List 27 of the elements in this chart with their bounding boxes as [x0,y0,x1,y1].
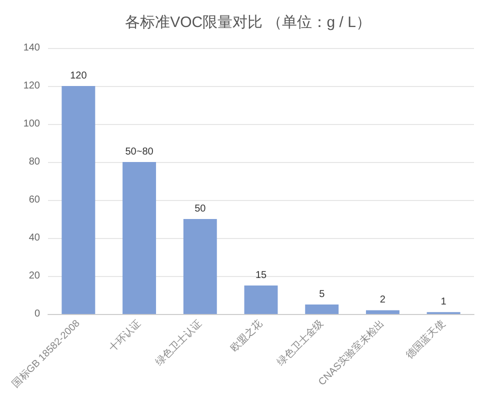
y-tick-label: 60 [28,194,40,206]
y-tick-label: 40 [28,232,40,244]
y-tick-label: 100 [23,118,40,130]
x-tick-label: 十环认证 [106,317,144,354]
chart-title: 各标准VOC限量对比 （单位：g / L） [125,14,371,31]
bar [183,219,217,314]
y-tick-label: 80 [28,156,40,168]
x-tick-label: 德国蓝天使 [404,317,448,362]
y-tick-label: 20 [28,270,40,282]
y-tick-label: 120 [23,80,40,92]
bar [122,162,156,314]
x-tick-label: 欧盟之花 [228,317,265,354]
bar [244,286,278,314]
data-label: 50 [194,204,206,214]
data-label: 15 [255,270,267,281]
data-label: 50~80 [125,146,154,158]
data-label: 2 [380,294,386,306]
data-label: 120 [70,70,88,82]
y-tick-label: 0 [34,308,40,320]
bar [366,310,400,314]
data-label: 1 [440,296,447,308]
y-tick-label: 140 [23,42,40,54]
bar [305,304,339,314]
data-label: 5 [319,289,326,300]
x-tick-label: 绿色卫士金级 [274,317,326,368]
bar [62,86,96,314]
x-tick-label: 绿色卫士认证 [153,317,204,368]
